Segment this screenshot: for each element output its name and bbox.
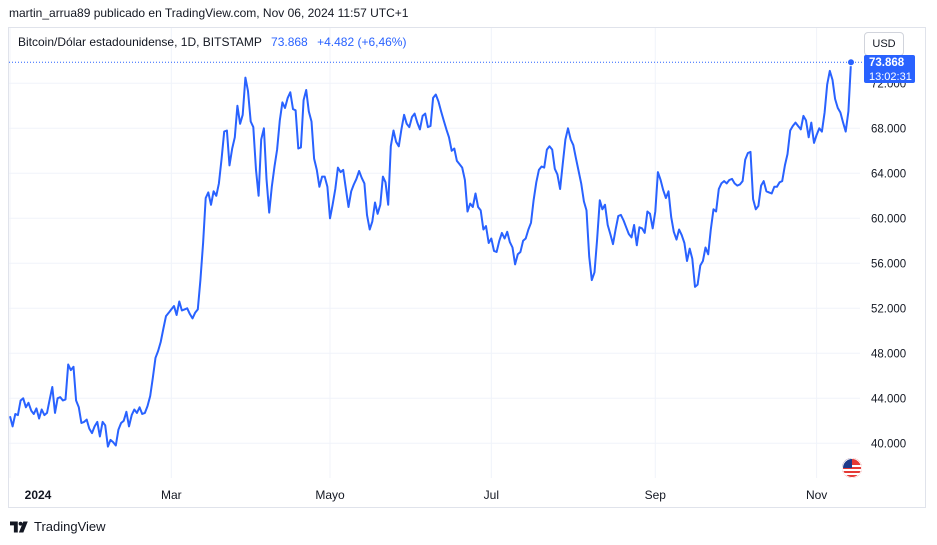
x-tick-label: Sep bbox=[645, 488, 667, 502]
y-tick-label: 68.000 bbox=[871, 123, 906, 135]
x-axis: 2024 Mar Mayo Jul Sep Nov bbox=[25, 488, 828, 502]
legend-last-price: 73.868 bbox=[271, 35, 308, 49]
chart-attribution: martin_arrua89 publicado en TradingView.… bbox=[9, 6, 409, 20]
x-tick-label: Mar bbox=[161, 488, 182, 502]
x-tick-label: Nov bbox=[806, 488, 827, 502]
x-tick-label: Mayo bbox=[315, 488, 345, 502]
symbol-legend[interactable]: Bitcoin/Dólar estadounidense, 1D, BITSTA… bbox=[18, 35, 406, 49]
footer-brand[interactable]: TradingView bbox=[10, 519, 106, 534]
symbol-name: Bitcoin/Dólar estadounidense, 1D, BITSTA… bbox=[18, 35, 262, 49]
currency-button[interactable]: USD bbox=[864, 32, 904, 56]
y-tick-label: 40.000 bbox=[871, 438, 906, 450]
series-line bbox=[9, 62, 852, 448]
y-tick-label: 52.000 bbox=[871, 303, 906, 315]
x-tick-label: 2024 bbox=[25, 488, 52, 502]
chart-pane[interactable] bbox=[8, 27, 926, 508]
brand-name: TradingView bbox=[34, 519, 106, 534]
tradingview-logo-icon bbox=[10, 520, 28, 533]
y-tick-label: 64.000 bbox=[871, 168, 906, 180]
legend-change: +4.482 (+6,46%) bbox=[317, 35, 407, 49]
price-tag-value: 73.868 bbox=[869, 57, 905, 70]
y-tick-label: 48.000 bbox=[871, 348, 906, 360]
y-tick-label: 60.000 bbox=[871, 213, 906, 225]
y-tick-label: 44.000 bbox=[871, 393, 906, 405]
last-price-dot bbox=[847, 58, 855, 67]
bar-countdown: 13:02:31 bbox=[869, 71, 912, 84]
x-tick-label: Jul bbox=[484, 488, 499, 502]
last-price-label: 73.868 13:02:31 bbox=[864, 55, 915, 84]
us-flag-icon[interactable] bbox=[842, 458, 862, 478]
y-tick-label: 56.000 bbox=[871, 258, 906, 270]
y-axis: 40.000 44.000 48.000 52.000 56.000 60.000 64.0… bbox=[871, 78, 906, 450]
grid-lines bbox=[9, 28, 860, 478]
